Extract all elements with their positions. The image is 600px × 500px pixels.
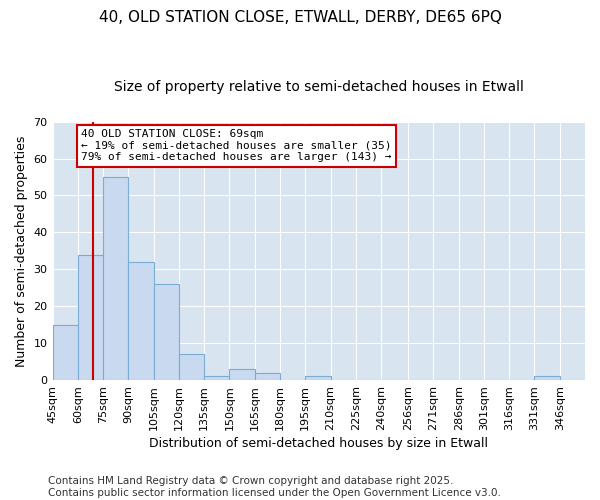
- Bar: [128, 262, 154, 380]
- Bar: [78, 254, 103, 380]
- Bar: [154, 284, 179, 380]
- Bar: [255, 373, 280, 380]
- Title: Size of property relative to semi-detached houses in Etwall: Size of property relative to semi-detach…: [114, 80, 524, 94]
- Bar: [535, 376, 560, 380]
- Bar: [103, 177, 128, 380]
- Text: 40, OLD STATION CLOSE, ETWALL, DERBY, DE65 6PQ: 40, OLD STATION CLOSE, ETWALL, DERBY, DE…: [98, 10, 502, 25]
- Bar: [229, 369, 255, 380]
- Y-axis label: Number of semi-detached properties: Number of semi-detached properties: [15, 135, 28, 366]
- Bar: [305, 376, 331, 380]
- Text: 40 OLD STATION CLOSE: 69sqm
← 19% of semi-detached houses are smaller (35)
79% o: 40 OLD STATION CLOSE: 69sqm ← 19% of sem…: [81, 129, 392, 162]
- Text: Contains HM Land Registry data © Crown copyright and database right 2025.
Contai: Contains HM Land Registry data © Crown c…: [48, 476, 501, 498]
- Bar: [53, 325, 78, 380]
- Bar: [204, 376, 229, 380]
- Bar: [179, 354, 204, 380]
- X-axis label: Distribution of semi-detached houses by size in Etwall: Distribution of semi-detached houses by …: [149, 437, 488, 450]
